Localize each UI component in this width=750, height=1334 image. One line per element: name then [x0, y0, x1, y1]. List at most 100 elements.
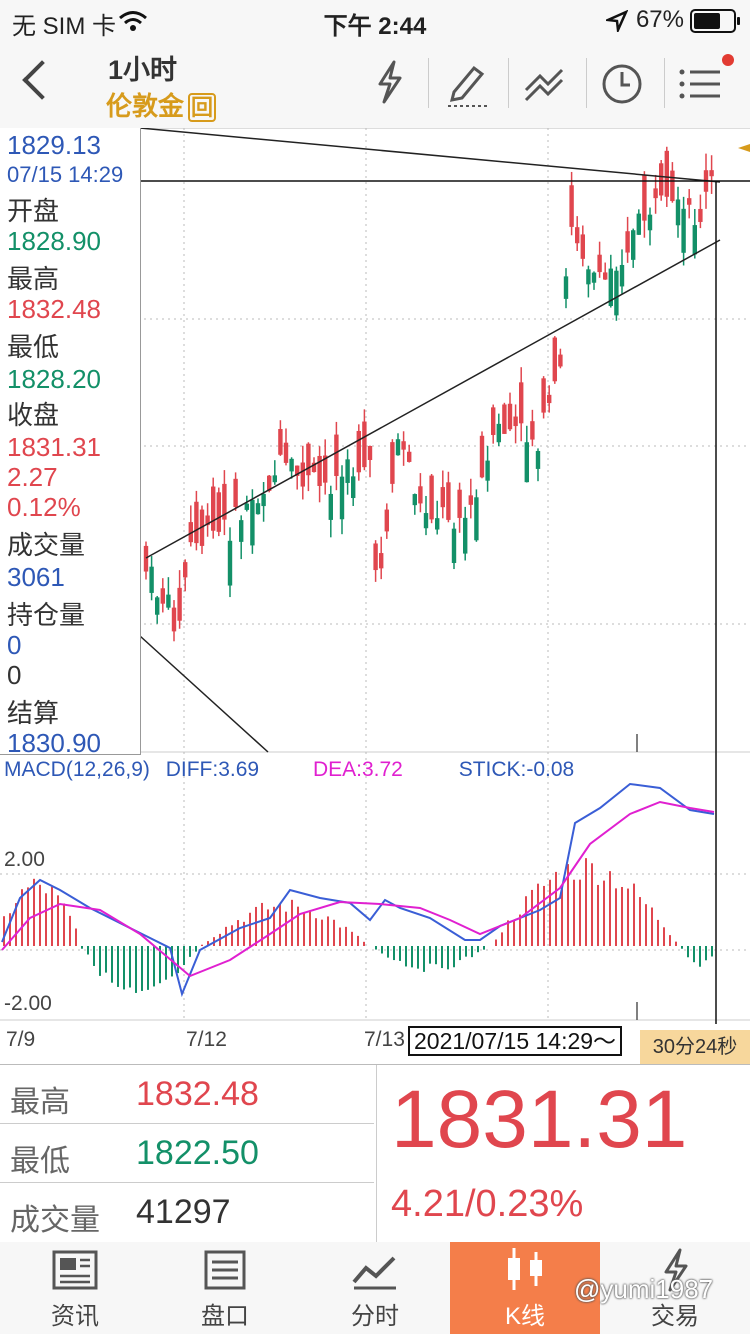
info-settle-label: 结算 [7, 698, 60, 728]
candle-body-28 [300, 462, 305, 487]
trend-line-upper [139, 128, 721, 183]
macd-dea: DEA:3.72 [312, 758, 403, 781]
stat-volume-value: 41297 [136, 1193, 231, 1231]
tab-timeshare[interactable]: 分时 [300, 1242, 450, 1334]
candle-body-57 [463, 517, 468, 554]
candle-body-97 [687, 198, 692, 205]
candle-body-26 [289, 458, 294, 472]
timeshare-chart-icon [352, 1256, 396, 1290]
carrier-label: 无 SIM 卡 [12, 13, 117, 40]
tab-orderbook[interactable]: 盘口 [150, 1242, 300, 1334]
tab-trade[interactable]: 交易 [600, 1242, 750, 1334]
trend-line-bottom [139, 635, 269, 753]
tab-kline[interactable]: K线 [450, 1242, 600, 1334]
info-price: 1829.13 [7, 130, 101, 160]
candle-body-34 [334, 434, 339, 477]
candle-body-66 [513, 416, 518, 427]
clock-icon[interactable] [592, 54, 652, 110]
draw-pen-icon[interactable] [438, 54, 498, 110]
info-change-pct: 0.12% [7, 492, 81, 522]
candle-body-12 [211, 486, 216, 531]
candle-body-95 [675, 199, 681, 226]
tab-trade-label: 交易 [651, 1303, 699, 1330]
candle-body-56 [457, 489, 462, 518]
candle-body-16 [233, 478, 238, 508]
news-icon [52, 1250, 98, 1290]
nav-bar: 1小时 伦敦金回 [0, 40, 750, 129]
candle-body-76 [569, 185, 574, 227]
symbol-title[interactable]: 伦敦金回 [106, 86, 217, 123]
flash-icon[interactable] [360, 54, 420, 110]
candle-body-65 [507, 403, 513, 430]
candle-body-13 [216, 492, 221, 532]
stat-low-value: 1822.50 [136, 1134, 259, 1172]
candle-body-83 [608, 268, 613, 307]
candle-body-78 [580, 234, 585, 259]
macd-lines [1, 782, 715, 998]
candle-body-8 [188, 522, 193, 543]
candle-body-2 [155, 597, 160, 615]
candle-body-24 [278, 429, 283, 455]
menu-list-icon[interactable] [670, 54, 730, 110]
battery-percent: 67% [635, 6, 684, 33]
candle-body-20 [255, 503, 261, 515]
candle-body-43 [384, 509, 389, 532]
candle-body-77 [575, 227, 580, 244]
candle-body-31 [317, 455, 322, 486]
candle-body-54 [446, 482, 451, 520]
candle-body-39 [362, 421, 367, 468]
macd-lower-label: -2.00 [4, 992, 52, 1015]
price-marker [738, 144, 750, 152]
candle-body-75 [563, 276, 569, 299]
tab-timeshare-label: 分时 [351, 1303, 399, 1330]
candle-body-96 [681, 208, 686, 253]
candle-body-11 [205, 515, 210, 526]
candle-body-93 [664, 150, 669, 197]
quote-info-panel: 1829.13 07/15 14:29 开盘 1828.90 最高 1832.4… [0, 128, 141, 758]
candle-body-21 [261, 493, 266, 507]
candle-body-61 [485, 460, 490, 481]
candle-body-89 [642, 175, 647, 221]
period-title[interactable]: 1小时 [108, 55, 178, 85]
stat-low-label: 最低 [10, 1145, 70, 1178]
tab-kline-label: K线 [504, 1303, 545, 1330]
candle-body-87 [631, 230, 636, 260]
candle-body-9 [194, 501, 199, 544]
candle-body-69 [530, 421, 535, 440]
candle-body-27 [295, 465, 300, 476]
stat-row-high: 最高 1832.48 [0, 1065, 374, 1124]
candle-body-62 [491, 407, 496, 435]
candle-body-47 [407, 451, 412, 462]
candle-body-0 [143, 545, 149, 572]
indicator-line-icon[interactable] [516, 54, 576, 110]
macd-histogram [3, 858, 713, 993]
bottom-tab-bar: 资讯 盘口 分时 K线 交易 [0, 1242, 750, 1334]
tab-news[interactable]: 资讯 [0, 1242, 150, 1334]
candle-body-63 [496, 423, 501, 443]
info-open-label: 开盘 [7, 196, 60, 226]
info-volume: 3061 [7, 562, 65, 592]
diff-line [1, 782, 715, 998]
candlestick-icon [508, 1248, 542, 1290]
stat-row-volume: 成交量 41297 [0, 1183, 374, 1241]
candle-body-19 [250, 499, 255, 546]
candle-body-25 [283, 442, 289, 463]
candle-body-52 [435, 518, 440, 530]
macd-label: MACD(12,26,9) [4, 758, 150, 781]
info-datetime: 07/15 14:29 [7, 162, 124, 187]
info-high: 1832.48 [7, 294, 101, 324]
candle-body-4 [166, 594, 171, 608]
candle-body-49 [418, 486, 423, 504]
symbol-badge: 回 [188, 93, 217, 122]
tab-orderbook-label: 盘口 [201, 1303, 249, 1330]
notification-dot [722, 54, 734, 66]
back-arrow-icon[interactable] [22, 60, 62, 100]
candle-body-37 [351, 476, 356, 499]
candle-body-40 [367, 445, 373, 460]
candle-body-81 [597, 254, 602, 273]
status-bar: 无 SIM 卡 下午 2:44 67% [0, 0, 750, 40]
trade-flash-icon [664, 1248, 688, 1292]
candle-body-33 [328, 493, 333, 520]
info-close: 1831.31 [7, 432, 101, 462]
symbol-name: 伦敦金 [106, 91, 185, 121]
